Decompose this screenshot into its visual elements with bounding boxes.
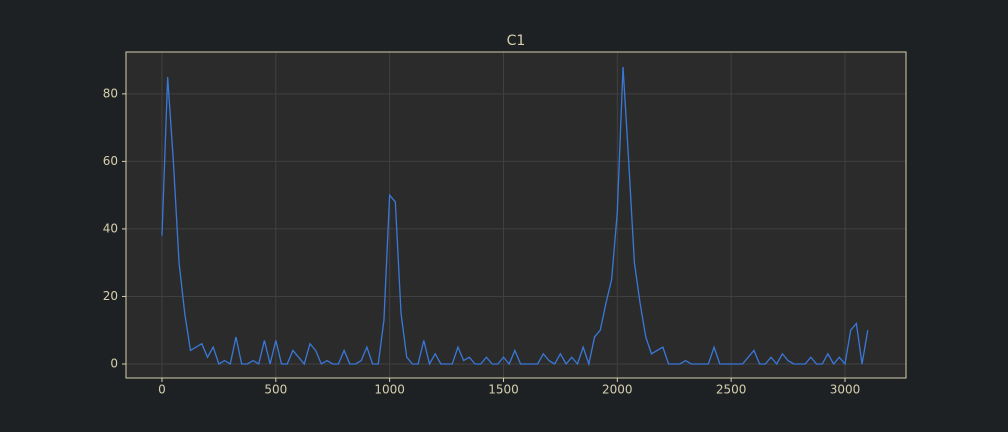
y-tick-label: 40 [103, 221, 118, 235]
y-tick-label: 20 [103, 289, 118, 303]
x-tick-label: 1000 [374, 383, 405, 397]
y-tick-label: 60 [103, 154, 118, 168]
x-tick-label: 0 [158, 383, 166, 397]
chart-title: C1 [507, 33, 526, 49]
x-tick-label: 2000 [602, 383, 633, 397]
y-tick-label: 80 [103, 86, 118, 100]
plot-border [125, 51, 907, 379]
x-tick-label: 1500 [488, 383, 519, 397]
x-tick-label: 2500 [716, 383, 747, 397]
y-tick-label: 0 [110, 356, 118, 370]
line-series [161, 66, 869, 367]
x-tick-label: 3000 [830, 383, 861, 397]
plot-area [126, 52, 906, 378]
x-tick-label: 500 [264, 383, 287, 397]
